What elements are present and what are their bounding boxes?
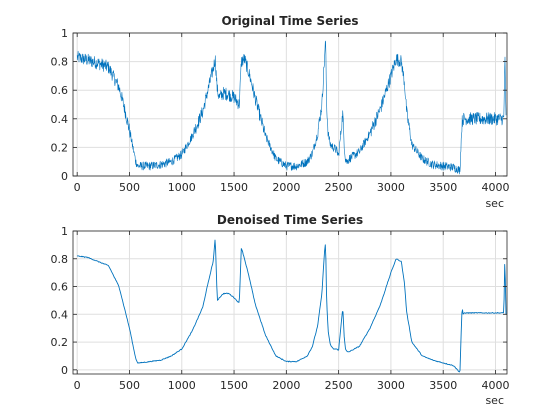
chart-title: Original Time Series: [221, 14, 358, 28]
y-tick-label: 0.2: [51, 141, 69, 154]
x-tick-label: 4000: [481, 379, 509, 392]
y-tick-label: 1: [61, 225, 68, 238]
x-tick-label: 2500: [325, 181, 353, 194]
x-tick-label: 0: [74, 379, 81, 392]
x-axis-unit: sec: [485, 394, 504, 407]
x-tick-label: 500: [119, 379, 140, 392]
series-line: [76, 40, 507, 175]
x-tick-label: 2000: [272, 379, 300, 392]
x-tick-label: 1000: [168, 181, 196, 194]
x-axis-unit: sec: [485, 197, 504, 210]
y-tick-label: 0.8: [51, 56, 69, 69]
x-tick-label: 500: [119, 181, 140, 194]
y-tick-label: 0.6: [51, 281, 69, 294]
x-tick-label: 2500: [325, 379, 353, 392]
y-tick-label: 1: [61, 27, 68, 40]
x-tick-label: 4000: [481, 181, 509, 194]
axes-box: [72, 32, 508, 177]
bottom-chart: Denoised Time Series sec 0 500 1000 1500 200…: [51, 213, 510, 407]
top-chart: Original Time Series sec 0 500 1000 1500 200…: [51, 14, 510, 210]
x-tick-label: 3000: [377, 181, 405, 194]
y-tick-label: 0.4: [51, 308, 69, 321]
x-tick-label: 3500: [429, 379, 457, 392]
plot-area: [73, 231, 507, 374]
y-tick-label: 0.4: [51, 113, 69, 126]
y-tick-label: 0: [61, 364, 68, 377]
x-tick-label: 1500: [220, 181, 248, 194]
plot-area: [73, 33, 507, 176]
x-tick-label: 1500: [220, 379, 248, 392]
x-tick-label: 1000: [168, 379, 196, 392]
y-tick-label: 0.6: [51, 84, 69, 97]
series-line: [76, 239, 507, 373]
chart-title: Denoised Time Series: [217, 213, 363, 227]
x-tick-label: 3500: [429, 181, 457, 194]
y-tick-label: 0.8: [51, 253, 69, 266]
x-tick-label: 3000: [377, 379, 405, 392]
y-tick-label: 0.2: [51, 336, 69, 349]
x-tick-label: 0: [74, 181, 81, 194]
x-tick-label: 2000: [272, 181, 300, 194]
axes-box: [72, 230, 508, 375]
y-tick-label: 0: [61, 170, 68, 183]
